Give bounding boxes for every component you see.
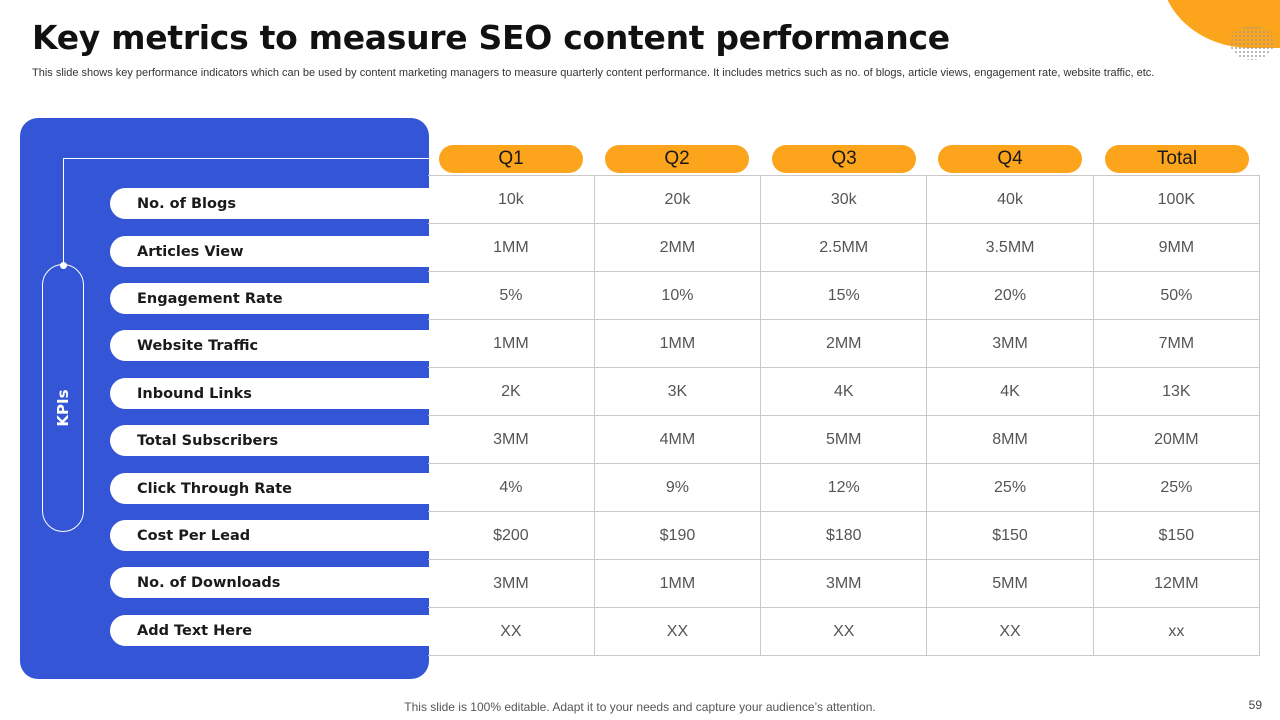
table-cell: 4K bbox=[926, 367, 1094, 416]
kpi-row-label: Add Text Here bbox=[110, 615, 429, 646]
table-cell: 10% bbox=[593, 271, 762, 320]
column-header-q2: Q2 bbox=[605, 145, 749, 173]
table-cell: 20k bbox=[593, 175, 762, 224]
column-header-q3: Q3 bbox=[772, 145, 916, 173]
kpi-row-label: No. of Blogs bbox=[110, 188, 429, 219]
table-cell: 9% bbox=[593, 463, 762, 512]
kpi-row-label: Cost Per Lead bbox=[110, 520, 429, 551]
column-header-q1: Q1 bbox=[439, 145, 583, 173]
kpi-label: KPIs bbox=[54, 389, 72, 427]
table-cell: 4K bbox=[760, 367, 928, 416]
table-cell: 2.5MM bbox=[760, 223, 928, 272]
table-row: 1MM 1MM 2MM 3MM 7MM bbox=[428, 319, 1261, 368]
table-cell: 50% bbox=[1092, 271, 1261, 320]
table-cell: XX bbox=[760, 607, 928, 656]
page-subtitle: This slide shows key performance indicat… bbox=[32, 67, 1155, 79]
table-cell: 25% bbox=[926, 463, 1094, 512]
table-cell: 3MM bbox=[428, 415, 595, 464]
table-cell: XX bbox=[428, 607, 595, 656]
kpi-row-label: Inbound Links bbox=[110, 378, 429, 409]
table-cell: 2K bbox=[428, 367, 595, 416]
table-cell: xx bbox=[1092, 607, 1261, 656]
table-row: 3MM 4MM 5MM 8MM 20MM bbox=[428, 415, 1261, 464]
table-cell: 3MM bbox=[428, 559, 595, 608]
connector-dot bbox=[60, 262, 67, 269]
table-row: 4% 9% 12% 25% 25% bbox=[428, 463, 1261, 512]
kpi-row-label: Articles View bbox=[110, 236, 429, 267]
kpi-row-label: Total Subscribers bbox=[110, 425, 429, 456]
page-title: Key metrics to measure SEO content perfo… bbox=[32, 18, 950, 57]
table-cell: XX bbox=[926, 607, 1094, 656]
footer-note: This slide is 100% editable. Adapt it to… bbox=[404, 700, 876, 714]
table-row: 2K 3K 4K 4K 13K bbox=[428, 367, 1261, 416]
table-cell: 8MM bbox=[926, 415, 1094, 464]
table-row: 1MM 2MM 2.5MM 3.5MM 9MM bbox=[428, 223, 1261, 272]
table-cell: 2MM bbox=[593, 223, 762, 272]
table-row: XX XX XX XX xx bbox=[428, 607, 1261, 656]
table-row: 5% 10% 15% 20% 50% bbox=[428, 271, 1261, 320]
table-cell: 3MM bbox=[760, 559, 928, 608]
page-number: 59 bbox=[1248, 698, 1262, 712]
table-cell: 4MM bbox=[593, 415, 762, 464]
table-cell: 12MM bbox=[1092, 559, 1261, 608]
column-header-total: Total bbox=[1105, 145, 1249, 173]
metrics-table: 10k 20k 30k 40k 100K 1MM 2MM 2.5MM 3.5MM… bbox=[428, 175, 1261, 656]
kpi-row-label: Website Traffic bbox=[110, 330, 429, 361]
table-cell: 20MM bbox=[1092, 415, 1261, 464]
table-cell: 40k bbox=[926, 175, 1094, 224]
table-cell: 15% bbox=[760, 271, 928, 320]
table-row: 3MM 1MM 3MM 5MM 12MM bbox=[428, 559, 1261, 608]
connector-line bbox=[63, 158, 64, 265]
kpi-row-label: Engagement Rate bbox=[110, 283, 429, 314]
table-cell: 3MM bbox=[926, 319, 1094, 368]
table-cell: 12% bbox=[760, 463, 928, 512]
table-cell: 100K bbox=[1092, 175, 1261, 224]
connector-line bbox=[63, 158, 429, 159]
table-cell: 3K bbox=[593, 367, 762, 416]
table-cell: 7MM bbox=[1092, 319, 1261, 368]
table-cell: 9MM bbox=[1092, 223, 1261, 272]
table-cell: 3.5MM bbox=[926, 223, 1094, 272]
table-cell: XX bbox=[593, 607, 762, 656]
table-cell: $150 bbox=[926, 511, 1094, 560]
table-cell: 10k bbox=[428, 175, 595, 224]
table-cell: 20% bbox=[926, 271, 1094, 320]
table-cell: 1MM bbox=[593, 319, 762, 368]
table-cell: 4% bbox=[428, 463, 595, 512]
table-cell: 13K bbox=[1092, 367, 1261, 416]
dot-pattern-decoration bbox=[1230, 26, 1274, 60]
table-cell: 30k bbox=[760, 175, 928, 224]
table-cell: $150 bbox=[1092, 511, 1261, 560]
column-header-q4: Q4 bbox=[938, 145, 1082, 173]
table-cell: 25% bbox=[1092, 463, 1261, 512]
table-cell: 1MM bbox=[428, 319, 595, 368]
table-cell: 5MM bbox=[926, 559, 1094, 608]
table-row: $200 $190 $180 $150 $150 bbox=[428, 511, 1261, 560]
table-cell: $190 bbox=[593, 511, 762, 560]
table-cell: 2MM bbox=[760, 319, 928, 368]
table-cell: 1MM bbox=[593, 559, 762, 608]
table-row: 10k 20k 30k 40k 100K bbox=[428, 175, 1261, 224]
kpi-row-label: No. of Downloads bbox=[110, 567, 429, 598]
table-cell: 5% bbox=[428, 271, 595, 320]
table-cell: 5MM bbox=[760, 415, 928, 464]
table-cell: $200 bbox=[428, 511, 595, 560]
table-cell: 1MM bbox=[428, 223, 595, 272]
kpi-row-label: Click Through Rate bbox=[110, 473, 429, 504]
table-cell: $180 bbox=[760, 511, 928, 560]
